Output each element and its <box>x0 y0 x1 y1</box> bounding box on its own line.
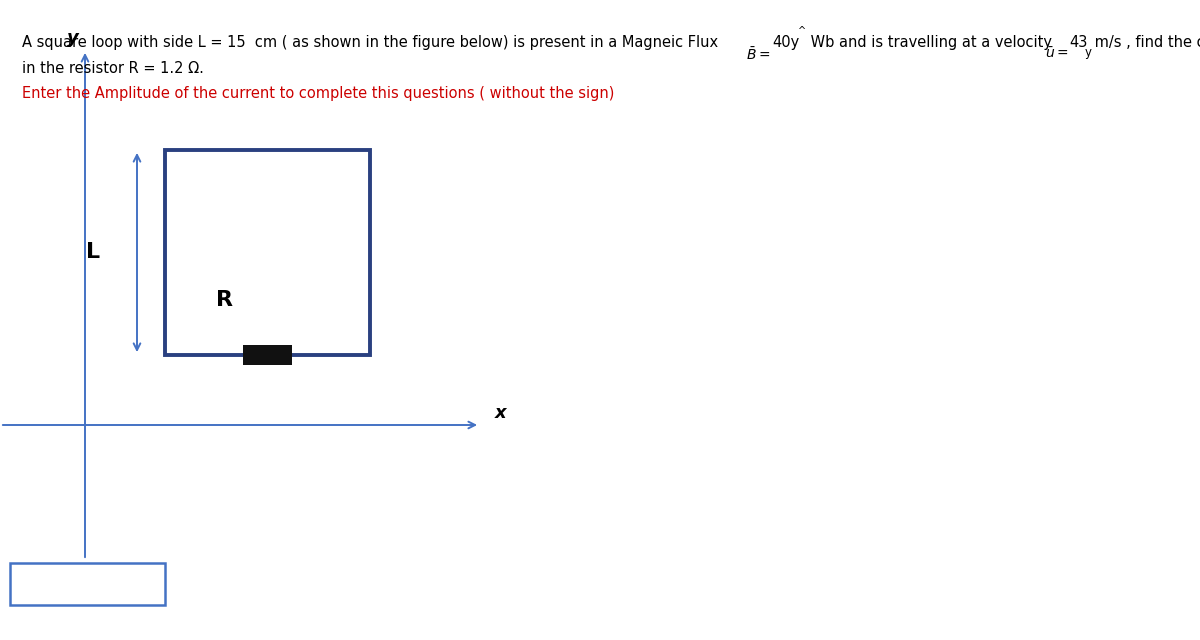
Bar <box>10 563 166 605</box>
Text: $\bar{B}=$: $\bar{B}=$ <box>746 46 770 63</box>
Text: in the resistor R = 1.2 Ω.: in the resistor R = 1.2 Ω. <box>22 61 204 76</box>
Text: 40y: 40y <box>773 35 800 50</box>
Text: ^: ^ <box>798 26 806 36</box>
Bar <box>166 150 370 355</box>
Text: Wb and is travelling at a velocity: Wb and is travelling at a velocity <box>806 35 1052 50</box>
Text: y: y <box>67 29 79 47</box>
Text: Enter the Amplitude of the current to complete this questions ( without the sign: Enter the Amplitude of the current to co… <box>22 86 614 100</box>
Text: A square loop with side L = 15  cm ( as shown in the figure below) is present in: A square loop with side L = 15 cm ( as s… <box>22 35 718 50</box>
Text: R: R <box>216 290 234 310</box>
Text: $\bar{u}=$: $\bar{u}=$ <box>1045 46 1069 61</box>
Text: m/s , find the current: m/s , find the current <box>1090 35 1200 50</box>
Text: L: L <box>86 243 100 262</box>
Text: 43: 43 <box>1069 35 1087 50</box>
Bar <box>244 345 292 365</box>
Text: x: x <box>496 404 506 422</box>
Text: y: y <box>1085 46 1092 59</box>
